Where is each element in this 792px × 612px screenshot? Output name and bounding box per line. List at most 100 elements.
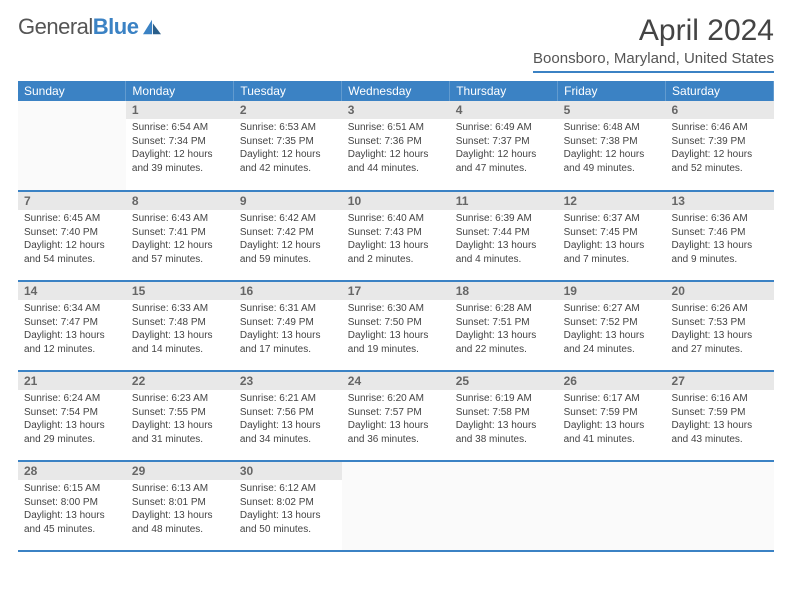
sunrise-line: Sunrise: 6:15 AM: [24, 482, 120, 496]
daylight-line: Daylight: 13 hours and 38 minutes.: [456, 419, 552, 446]
sunrise-line: Sunrise: 6:36 AM: [672, 212, 768, 226]
day-number: 11: [450, 192, 558, 210]
calendar-cell: 7Sunrise: 6:45 AMSunset: 7:40 PMDaylight…: [18, 191, 126, 281]
day-body: Sunrise: 6:31 AMSunset: 7:49 PMDaylight:…: [234, 300, 342, 360]
day-body: Sunrise: 6:17 AMSunset: 7:59 PMDaylight:…: [558, 390, 666, 450]
daylight-line: Daylight: 13 hours and 12 minutes.: [24, 329, 120, 356]
sunset-line: Sunset: 7:42 PM: [240, 226, 336, 240]
day-number: 10: [342, 192, 450, 210]
daylight-line: Daylight: 13 hours and 31 minutes.: [132, 419, 228, 446]
sunrise-line: Sunrise: 6:43 AM: [132, 212, 228, 226]
calendar-cell: 16Sunrise: 6:31 AMSunset: 7:49 PMDayligh…: [234, 281, 342, 371]
daylight-line: Daylight: 13 hours and 17 minutes.: [240, 329, 336, 356]
sunset-line: Sunset: 7:36 PM: [348, 135, 444, 149]
sunrise-line: Sunrise: 6:39 AM: [456, 212, 552, 226]
day-body: Sunrise: 6:27 AMSunset: 7:52 PMDaylight:…: [558, 300, 666, 360]
calendar-cell: 27Sunrise: 6:16 AMSunset: 7:59 PMDayligh…: [666, 371, 774, 461]
day-number: 8: [126, 192, 234, 210]
sunset-line: Sunset: 7:55 PM: [132, 406, 228, 420]
sunrise-line: Sunrise: 6:27 AM: [564, 302, 660, 316]
day-body: Sunrise: 6:19 AMSunset: 7:58 PMDaylight:…: [450, 390, 558, 450]
calendar-cell: 19Sunrise: 6:27 AMSunset: 7:52 PMDayligh…: [558, 281, 666, 371]
sunrise-line: Sunrise: 6:33 AM: [132, 302, 228, 316]
daylight-line: Daylight: 13 hours and 19 minutes.: [348, 329, 444, 356]
location-label: Boonsboro, Maryland, United States: [533, 50, 774, 73]
month-title: April 2024: [533, 14, 774, 48]
calendar-cell: ..: [342, 461, 450, 551]
sunset-line: Sunset: 7:45 PM: [564, 226, 660, 240]
sunset-line: Sunset: 7:41 PM: [132, 226, 228, 240]
day-header: Friday: [558, 81, 666, 101]
calendar-cell: 4Sunrise: 6:49 AMSunset: 7:37 PMDaylight…: [450, 101, 558, 191]
day-number: 2: [234, 101, 342, 119]
daylight-line: Daylight: 13 hours and 7 minutes.: [564, 239, 660, 266]
calendar-cell: 11Sunrise: 6:39 AMSunset: 7:44 PMDayligh…: [450, 191, 558, 281]
day-body: Sunrise: 6:30 AMSunset: 7:50 PMDaylight:…: [342, 300, 450, 360]
day-number: 28: [18, 462, 126, 480]
daylight-line: Daylight: 13 hours and 41 minutes.: [564, 419, 660, 446]
day-header: Monday: [126, 81, 234, 101]
sunrise-line: Sunrise: 6:26 AM: [672, 302, 768, 316]
day-number: 21: [18, 372, 126, 390]
calendar-cell: 1Sunrise: 6:54 AMSunset: 7:34 PMDaylight…: [126, 101, 234, 191]
day-number: 24: [342, 372, 450, 390]
calendar-cell: 24Sunrise: 6:20 AMSunset: 7:57 PMDayligh…: [342, 371, 450, 461]
sunrise-line: Sunrise: 6:19 AM: [456, 392, 552, 406]
day-body: Sunrise: 6:46 AMSunset: 7:39 PMDaylight:…: [666, 119, 774, 179]
calendar-cell: 23Sunrise: 6:21 AMSunset: 7:56 PMDayligh…: [234, 371, 342, 461]
sunrise-line: Sunrise: 6:16 AM: [672, 392, 768, 406]
day-number: 12: [558, 192, 666, 210]
calendar-cell: 2Sunrise: 6:53 AMSunset: 7:35 PMDaylight…: [234, 101, 342, 191]
sunset-line: Sunset: 7:47 PM: [24, 316, 120, 330]
sunset-line: Sunset: 8:02 PM: [240, 496, 336, 510]
day-number: 25: [450, 372, 558, 390]
sunrise-line: Sunrise: 6:51 AM: [348, 121, 444, 135]
sunrise-line: Sunrise: 6:20 AM: [348, 392, 444, 406]
day-body: Sunrise: 6:49 AMSunset: 7:37 PMDaylight:…: [450, 119, 558, 179]
daylight-line: Daylight: 12 hours and 57 minutes.: [132, 239, 228, 266]
day-number: 9: [234, 192, 342, 210]
daylight-line: Daylight: 13 hours and 2 minutes.: [348, 239, 444, 266]
sunrise-line: Sunrise: 6:46 AM: [672, 121, 768, 135]
sunset-line: Sunset: 7:54 PM: [24, 406, 120, 420]
daylight-line: Daylight: 12 hours and 42 minutes.: [240, 148, 336, 175]
daylight-line: Daylight: 12 hours and 44 minutes.: [348, 148, 444, 175]
sunset-line: Sunset: 7:51 PM: [456, 316, 552, 330]
day-number: 18: [450, 282, 558, 300]
calendar-cell: 29Sunrise: 6:13 AMSunset: 8:01 PMDayligh…: [126, 461, 234, 551]
sail-icon: [141, 18, 163, 36]
day-body: Sunrise: 6:12 AMSunset: 8:02 PMDaylight:…: [234, 480, 342, 540]
sunset-line: Sunset: 7:52 PM: [564, 316, 660, 330]
day-body: Sunrise: 6:33 AMSunset: 7:48 PMDaylight:…: [126, 300, 234, 360]
calendar-body: ..1Sunrise: 6:54 AMSunset: 7:34 PMDaylig…: [18, 101, 774, 551]
sunset-line: Sunset: 7:38 PM: [564, 135, 660, 149]
sunrise-line: Sunrise: 6:13 AM: [132, 482, 228, 496]
sunset-line: Sunset: 7:48 PM: [132, 316, 228, 330]
sunset-line: Sunset: 7:34 PM: [132, 135, 228, 149]
calendar-cell: ..: [450, 461, 558, 551]
day-number: 17: [342, 282, 450, 300]
day-number: 16: [234, 282, 342, 300]
calendar-row: 21Sunrise: 6:24 AMSunset: 7:54 PMDayligh…: [18, 371, 774, 461]
calendar-cell: 15Sunrise: 6:33 AMSunset: 7:48 PMDayligh…: [126, 281, 234, 371]
sunset-line: Sunset: 7:56 PM: [240, 406, 336, 420]
calendar-cell: 28Sunrise: 6:15 AMSunset: 8:00 PMDayligh…: [18, 461, 126, 551]
day-number: 23: [234, 372, 342, 390]
daylight-line: Daylight: 13 hours and 22 minutes.: [456, 329, 552, 356]
day-body: Sunrise: 6:20 AMSunset: 7:57 PMDaylight:…: [342, 390, 450, 450]
calendar-cell: ..: [18, 101, 126, 191]
day-body: Sunrise: 6:48 AMSunset: 7:38 PMDaylight:…: [558, 119, 666, 179]
sunset-line: Sunset: 7:50 PM: [348, 316, 444, 330]
calendar-cell: ..: [558, 461, 666, 551]
sunrise-line: Sunrise: 6:48 AM: [564, 121, 660, 135]
sunrise-line: Sunrise: 6:34 AM: [24, 302, 120, 316]
daylight-line: Daylight: 13 hours and 36 minutes.: [348, 419, 444, 446]
daylight-line: Daylight: 13 hours and 4 minutes.: [456, 239, 552, 266]
sunrise-line: Sunrise: 6:37 AM: [564, 212, 660, 226]
day-header: Sunday: [18, 81, 126, 101]
logo: GeneralBlue: [18, 14, 163, 40]
day-number: 26: [558, 372, 666, 390]
daylight-line: Daylight: 13 hours and 43 minutes.: [672, 419, 768, 446]
calendar-cell: 17Sunrise: 6:30 AMSunset: 7:50 PMDayligh…: [342, 281, 450, 371]
calendar-cell: 20Sunrise: 6:26 AMSunset: 7:53 PMDayligh…: [666, 281, 774, 371]
